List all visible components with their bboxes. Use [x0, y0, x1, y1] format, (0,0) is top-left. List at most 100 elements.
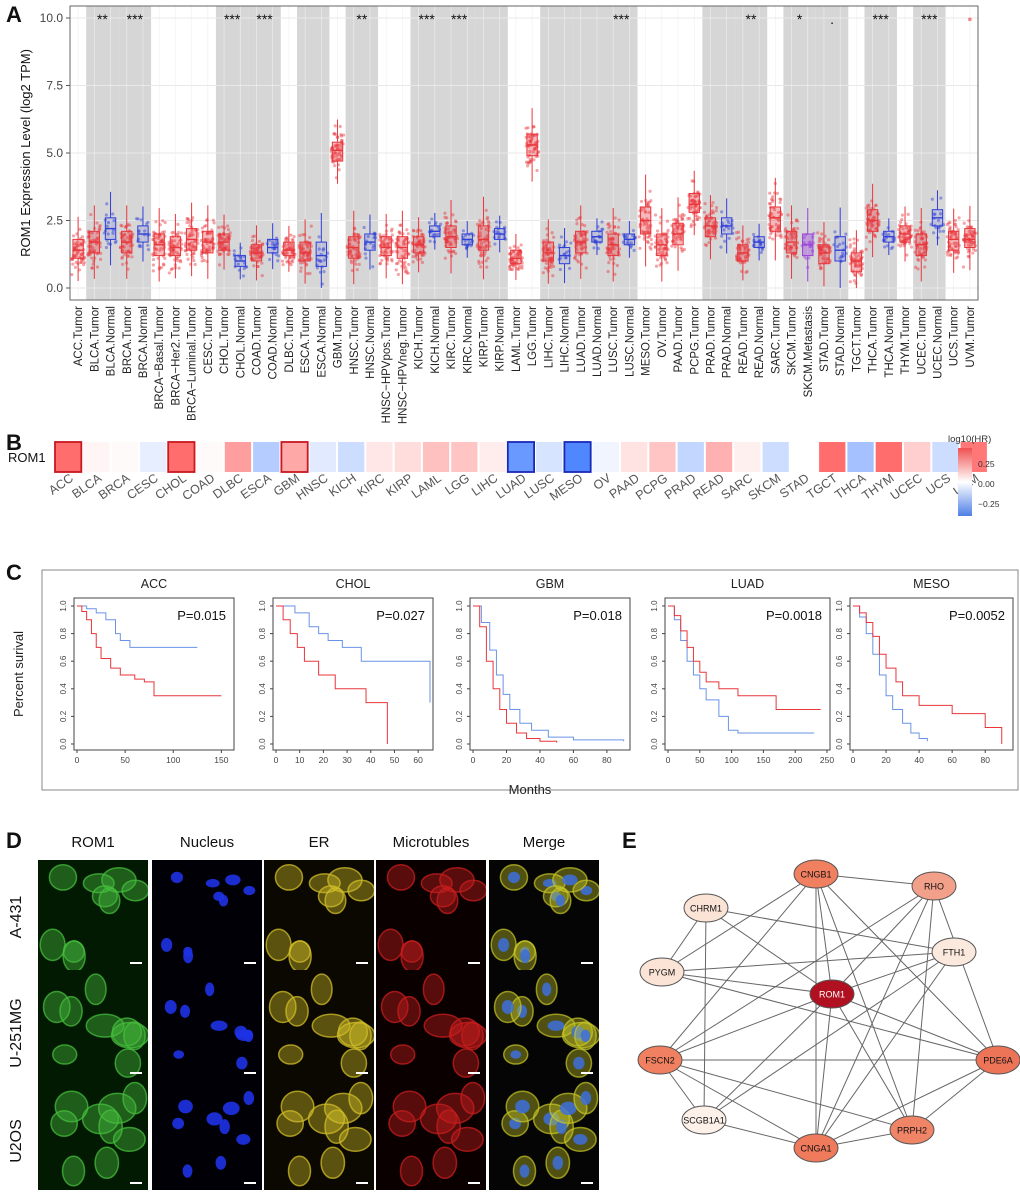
x-tick-label: THCA.Normal — [884, 306, 896, 378]
heatmap-cell-HNSC — [309, 442, 336, 472]
data-point — [677, 223, 681, 227]
km-plot-frame — [664, 597, 831, 751]
data-point — [548, 261, 552, 265]
data-point — [92, 238, 97, 242]
data-point — [154, 247, 158, 252]
data-point — [676, 227, 680, 231]
data-point — [658, 238, 663, 242]
data-point — [818, 248, 823, 252]
data-point — [611, 245, 615, 249]
data-point — [956, 250, 960, 254]
x-tick-label: 100 — [166, 755, 180, 765]
data-point — [771, 195, 775, 199]
data-point — [679, 238, 683, 242]
data-point — [224, 237, 228, 242]
data-point — [710, 204, 714, 208]
data-point — [661, 247, 666, 251]
data-point — [947, 228, 952, 232]
y-tick-label: 0.0 — [455, 738, 464, 750]
cell — [50, 1109, 79, 1138]
box — [299, 241, 311, 262]
node-chrm1: CHRM1 — [683, 893, 729, 923]
data-point — [401, 232, 405, 236]
data-point — [515, 252, 519, 256]
data-point — [906, 237, 910, 241]
data-point — [254, 248, 258, 252]
data-point — [239, 257, 243, 261]
data-point — [529, 159, 533, 163]
data-point — [158, 240, 162, 244]
data-point — [82, 260, 87, 265]
data-point — [125, 249, 129, 254]
data-point — [642, 230, 646, 234]
data-point — [564, 240, 569, 244]
data-point — [399, 223, 403, 227]
data-point — [869, 225, 874, 229]
data-point — [548, 257, 552, 262]
significance-label: *** — [613, 11, 630, 27]
scale-bar — [468, 962, 480, 964]
heatmap-cell-THYM — [875, 442, 902, 472]
data-point — [821, 256, 825, 260]
data-point — [253, 245, 257, 249]
data-point — [687, 216, 692, 221]
km-title: MESO — [913, 577, 950, 591]
box — [704, 217, 717, 238]
data-point — [448, 240, 453, 244]
y-tick-label: 0.0 — [258, 738, 267, 750]
nucleus — [180, 1004, 191, 1018]
x-tick-label: COAD.Normal — [268, 306, 280, 379]
data-point — [873, 216, 877, 220]
data-point — [573, 256, 577, 260]
data-point — [737, 245, 741, 249]
nucleus — [173, 1050, 185, 1059]
data-point — [138, 243, 142, 247]
cell — [389, 1044, 416, 1065]
data-point — [779, 235, 783, 239]
nucleus — [172, 1117, 185, 1130]
nucleus — [580, 1091, 592, 1106]
data-point — [386, 255, 390, 259]
data-point — [577, 253, 582, 257]
data-point — [965, 234, 969, 238]
x-tick-label: UCEC.Tumor — [916, 306, 928, 375]
data-point — [75, 244, 79, 248]
box-PAAD.Tumor — [670, 197, 687, 271]
data-point — [966, 254, 970, 258]
data-point — [859, 249, 863, 254]
data-point — [970, 242, 974, 247]
data-point — [774, 222, 778, 227]
heatmap-cell-SKCM — [762, 442, 789, 472]
data-point — [205, 242, 209, 246]
data-point — [321, 247, 326, 251]
data-point — [938, 229, 942, 233]
data-point — [301, 261, 305, 265]
data-point — [882, 245, 887, 249]
box-STAD.Tumor — [816, 222, 832, 287]
data-point — [778, 200, 782, 205]
data-point — [528, 139, 532, 143]
data-point — [517, 263, 521, 267]
data-point — [939, 196, 943, 200]
data-point — [867, 213, 872, 217]
heatmap-x-label: KIRP — [384, 471, 416, 499]
data-point — [427, 221, 432, 225]
data-point — [339, 133, 343, 137]
data-point — [777, 225, 781, 229]
data-point — [333, 150, 337, 154]
data-point — [608, 246, 612, 250]
data-point — [152, 230, 156, 234]
data-point — [650, 242, 654, 246]
data-point — [967, 229, 971, 233]
data-point — [645, 222, 649, 226]
data-point — [482, 239, 486, 244]
cell — [324, 887, 347, 915]
y-axis-label: ROM1 Expression Level (log2 TPM) — [18, 49, 33, 257]
heatmap-cell-TGCT — [819, 442, 846, 472]
x-tick-label: HNSC.Tumor — [349, 306, 361, 375]
data-point — [600, 227, 604, 231]
box-KICH.Tumor — [411, 217, 427, 273]
data-point — [649, 237, 653, 242]
data-point — [207, 238, 211, 242]
